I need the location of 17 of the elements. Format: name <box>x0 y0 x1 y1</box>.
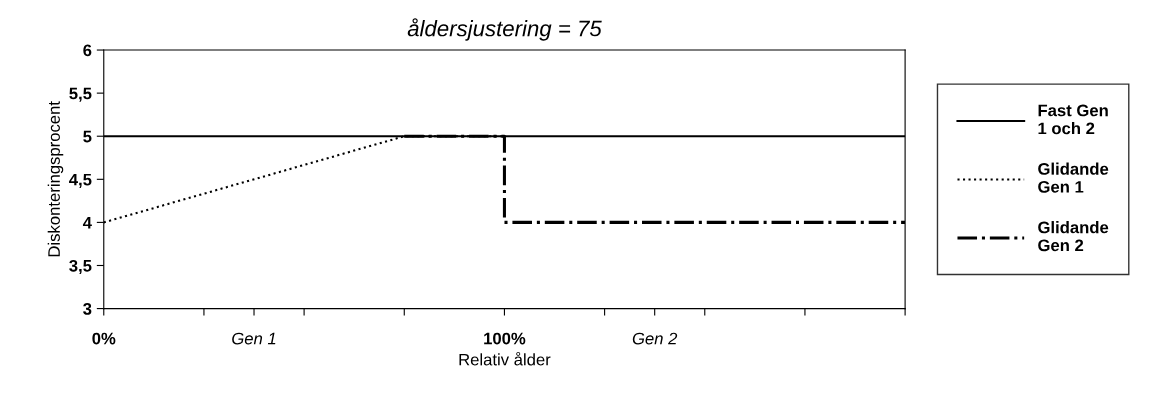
y-tick-label: 5,5 <box>69 87 92 102</box>
legend-label: Glidande Gen 2 <box>1038 221 1109 252</box>
x-tick-label: 100% <box>484 332 526 345</box>
x-tick-label: Gen 1 <box>232 332 276 345</box>
chart-title: åldersjustering = 75 <box>407 18 602 41</box>
legend-label: Fast Gen 1 och 2 <box>1038 104 1108 135</box>
y-tick-label: 4 <box>82 216 92 229</box>
x-tick-label: Gen 2 <box>632 332 678 345</box>
y-axis-title: Diskonteringsprocent <box>47 101 64 257</box>
y-tick-label: 3,5 <box>69 259 92 275</box>
legend-label: Glidande Gen 1 <box>1038 162 1109 193</box>
x-axis-title: Relativ ålder <box>459 351 551 366</box>
x-tick-label: 0% <box>92 332 116 345</box>
y-tick-label: 4,5 <box>69 173 92 188</box>
y-tick-label: 5 <box>83 130 92 143</box>
y-tick-label: 6 <box>83 44 92 57</box>
y-tick-label: 3 <box>83 302 92 315</box>
